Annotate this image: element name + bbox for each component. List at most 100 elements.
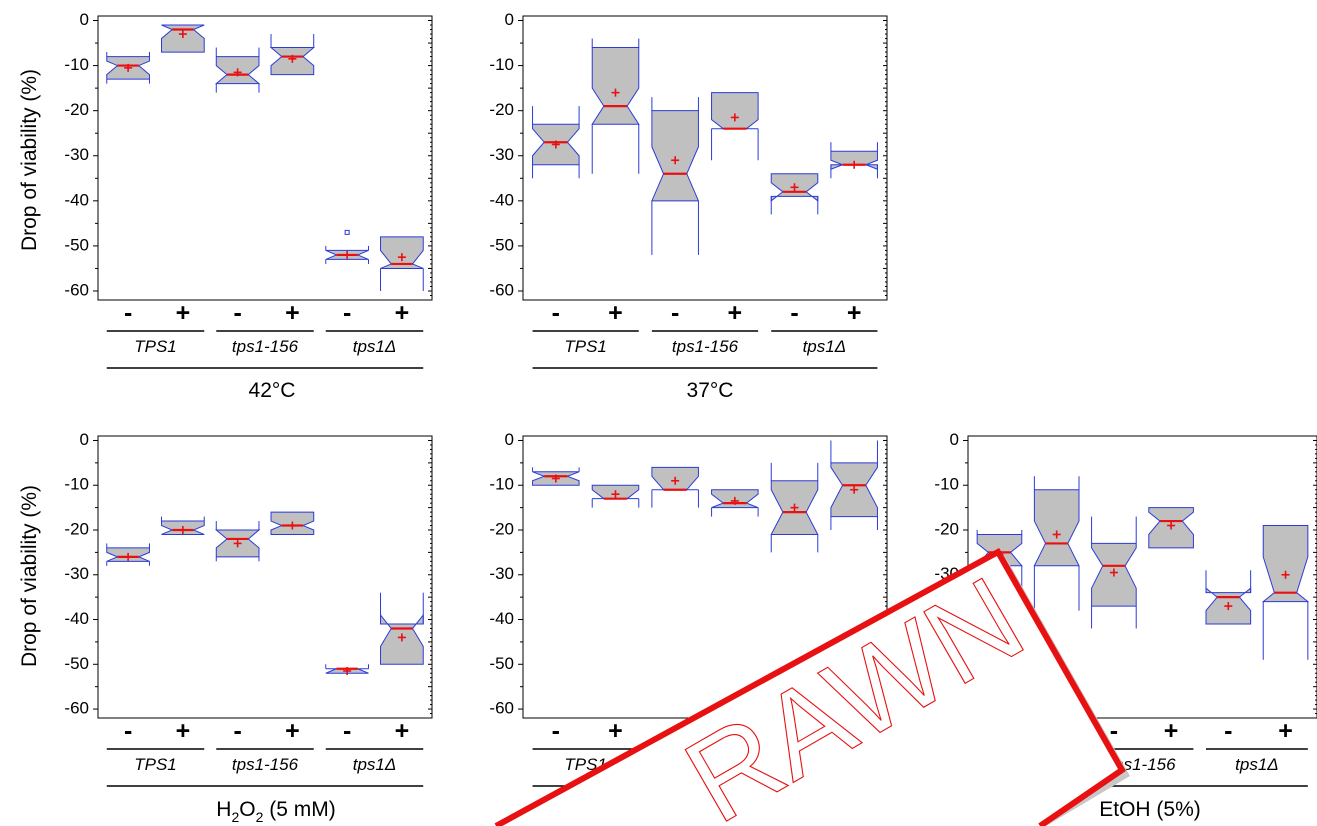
y-tick-label: -50 xyxy=(64,235,89,254)
notched-box xyxy=(1033,489,1080,567)
y-tick-label: -20 xyxy=(64,519,89,538)
strain-label: tps1Δ xyxy=(1235,755,1279,774)
notched-box xyxy=(161,24,205,53)
y-tick-label: -20 xyxy=(489,100,514,119)
y-tick-label: -30 xyxy=(64,145,89,164)
box-TPS1-minus: - xyxy=(106,543,150,745)
box-tps1Δ-minus: - xyxy=(325,229,369,327)
y-tick-label: 0 xyxy=(505,430,514,449)
y-axis-label-top: Drop of viability (%) xyxy=(18,69,41,251)
sign-label: + xyxy=(395,717,410,745)
sign-label: + xyxy=(1278,717,1293,745)
sign-label: + xyxy=(1164,717,1179,745)
plot-frame xyxy=(97,435,433,719)
plot-frame xyxy=(97,15,433,301)
sign-label: - xyxy=(124,717,132,745)
strain-label: TPS1 xyxy=(134,755,177,774)
strain-label: tps1Δ xyxy=(803,337,847,356)
condition-h2o2-tail: (5 mM) xyxy=(263,798,335,821)
condition-h2o2-o: O xyxy=(239,798,255,821)
condition-h2o2-sub2: 2 xyxy=(256,809,264,825)
y-tick-label: -50 xyxy=(489,235,514,254)
y-tick-label: -30 xyxy=(489,145,514,164)
y-tick-label: -40 xyxy=(489,609,514,628)
notched-box xyxy=(1261,525,1310,603)
plot-frame xyxy=(522,15,888,301)
sign-label: + xyxy=(608,717,623,745)
sign-label: + xyxy=(176,717,191,745)
y-tick-label: -50 xyxy=(489,654,514,673)
outlier xyxy=(344,229,350,235)
notched-box xyxy=(711,92,759,130)
y-tick-label: -40 xyxy=(489,190,514,209)
box-tps1-156-minus: - xyxy=(214,47,261,327)
strain-label: tps1-156 xyxy=(232,337,299,356)
condition-label-42c: 42°C xyxy=(249,379,296,402)
withdrawn-stamp: RAWN xyxy=(494,547,1130,826)
panel-2: 0 -10 -20 -30 -40 -50 -60 - + - + - + TPS1 tps1-156 tps… xyxy=(64,430,433,787)
box-tps1-156-minus: - xyxy=(651,466,699,745)
y-tick-label: -60 xyxy=(64,280,89,299)
y-tick-label: -10 xyxy=(64,475,89,494)
y-tick-label: -20 xyxy=(934,519,959,538)
strain-label: TPS1 xyxy=(564,337,607,356)
notched-box xyxy=(651,110,700,202)
y-tick-label: 0 xyxy=(505,10,514,29)
sign-label: - xyxy=(1110,717,1118,745)
box-tps1Δ-plus: + xyxy=(380,592,424,745)
y-tick-label: -20 xyxy=(64,100,89,119)
box-tps1-156-minus: - xyxy=(214,521,261,745)
box-TPS1-plus: + xyxy=(161,24,205,327)
y-tick-label: -60 xyxy=(489,699,514,718)
y-tick-label: -40 xyxy=(64,190,89,209)
box-TPS1-minus: - xyxy=(106,52,150,327)
box-tps1-156-plus: + xyxy=(270,511,315,745)
y-tick-label: 0 xyxy=(950,430,959,449)
condition-h2o2-sub1: 2 xyxy=(231,809,239,825)
panel-0: 0 -10 -20 -30 -40 -50 -60 - + - + - + TPS1 tps1-156 tps… xyxy=(64,10,433,369)
box-tps1-156-plus: + xyxy=(711,92,759,327)
sign-label: - xyxy=(671,299,679,327)
box-TPS1-minus: - xyxy=(532,106,580,327)
sign-label: + xyxy=(176,299,191,327)
condition-label-h2o2: H2O2 (5 mM) xyxy=(216,798,335,825)
strain-label: tps1-156 xyxy=(232,755,299,774)
sign-label: - xyxy=(1224,717,1232,745)
stamp-card xyxy=(496,552,1122,826)
condition-h2o2-h: H xyxy=(216,798,231,821)
y-axis-label-bottom: Drop of viability (%) xyxy=(18,485,41,667)
box-tps1Δ-plus: + xyxy=(1261,525,1310,745)
sign-label: + xyxy=(285,717,300,745)
y-tick-label: -10 xyxy=(64,55,89,74)
y-tick-label: -40 xyxy=(64,609,89,628)
y-tick-label: -50 xyxy=(64,654,89,673)
sign-label: + xyxy=(728,299,743,327)
y-tick-label: -20 xyxy=(489,519,514,538)
y-tick-label: -60 xyxy=(64,699,89,718)
box-tps1-156-minus: - xyxy=(1091,516,1137,745)
y-tick-label: -10 xyxy=(489,55,514,74)
box-tps1-156-plus: + xyxy=(1148,507,1194,745)
box-tps1Δ-plus: + xyxy=(380,236,424,327)
box-TPS1-plus: + xyxy=(591,484,640,745)
y-tick-label: 0 xyxy=(80,430,89,449)
box-tps1Δ-minus: - xyxy=(325,664,369,745)
condition-label-37c: 37°C xyxy=(687,379,734,402)
strain-label: TPS1 xyxy=(134,337,177,356)
sign-label: - xyxy=(552,299,560,327)
sign-label: + xyxy=(608,299,623,327)
sign-label: + xyxy=(395,299,410,327)
box-TPS1-plus: + xyxy=(161,516,205,745)
strain-label: tps1Δ xyxy=(353,337,397,356)
strain-label: tps1-156 xyxy=(672,337,739,356)
sign-label: - xyxy=(233,717,241,745)
box-tps1-156-plus: + xyxy=(269,34,316,327)
sign-label: - xyxy=(790,299,798,327)
sign-label: - xyxy=(343,717,351,745)
sign-label: + xyxy=(847,299,862,327)
box-tps1Δ-minus: - xyxy=(1205,570,1252,745)
box-tps1Δ-minus: - xyxy=(770,173,819,327)
panel-1: 0-10-20-30-40-50-60- + - + - +TPS1 tps1-156 tps… xyxy=(489,10,888,369)
box-tps1-156-minus: - xyxy=(651,97,700,327)
